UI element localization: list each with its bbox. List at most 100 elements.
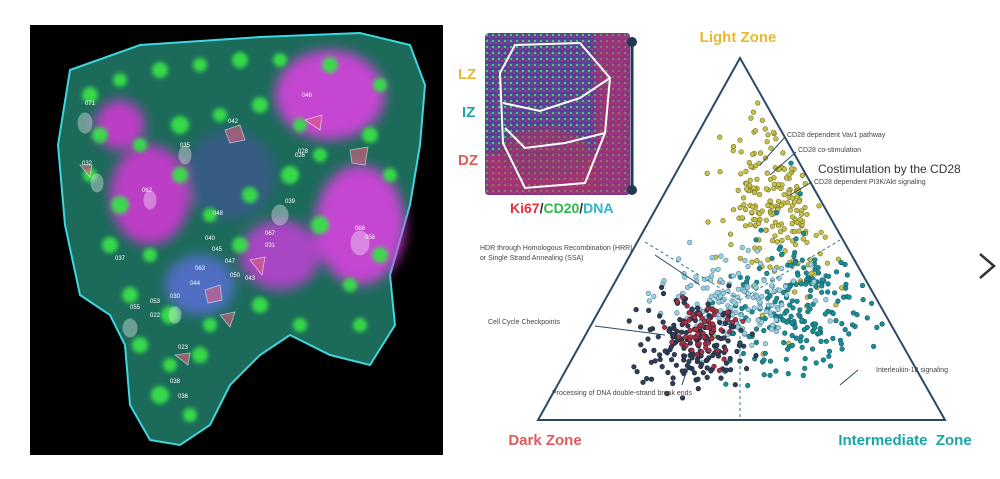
data-point (755, 100, 761, 106)
inset-label-lz: LZ (458, 66, 477, 83)
data-point (753, 353, 759, 359)
data-point (682, 319, 689, 326)
data-point (798, 211, 805, 217)
data-point (727, 367, 734, 373)
data-point (723, 360, 730, 366)
vertex-label-intermediate-zone: Intermediate Zone (838, 432, 971, 449)
data-point (818, 338, 824, 345)
data-point (745, 382, 751, 389)
data-point (706, 355, 712, 361)
data-point (833, 269, 840, 275)
data-point (780, 317, 787, 323)
data-point (706, 347, 712, 353)
data-point (838, 259, 844, 266)
data-point (761, 278, 767, 284)
data-point (734, 348, 740, 355)
data-point (745, 284, 751, 290)
data-point (684, 303, 690, 309)
data-point (801, 265, 807, 271)
data-point (716, 319, 723, 326)
annotation-cell-cycle: Cell Cycle Checkpoints (488, 319, 560, 326)
data-point (769, 326, 775, 332)
data-point (728, 242, 734, 248)
data-point (789, 221, 795, 227)
data-point (747, 222, 753, 228)
data-point (774, 295, 780, 301)
data-point (827, 363, 834, 369)
data-point (718, 327, 724, 333)
data-point (697, 322, 703, 329)
data-point (640, 379, 646, 385)
data-point (773, 210, 780, 216)
data-point (671, 322, 677, 328)
data-point (748, 115, 754, 121)
data-point (775, 306, 781, 313)
data-point (686, 317, 692, 323)
data-point (765, 202, 771, 208)
chevron-right-icon[interactable] (972, 248, 1000, 284)
data-point (779, 251, 785, 257)
data-point (717, 134, 723, 140)
data-point (796, 198, 802, 204)
data-point (751, 185, 757, 191)
data-point (757, 150, 764, 156)
stain-sep: / (539, 200, 544, 216)
data-point (676, 334, 682, 340)
data-point (730, 143, 737, 150)
data-point (673, 362, 680, 368)
data-point (846, 294, 852, 300)
data-point (710, 326, 717, 333)
data-point (735, 270, 742, 277)
data-point (800, 372, 806, 379)
data-point (638, 342, 644, 348)
data-point (670, 332, 677, 338)
data-point (792, 242, 799, 248)
data-point (764, 139, 770, 145)
data-point (695, 331, 701, 337)
data-point (827, 318, 833, 324)
data-point (751, 305, 757, 311)
data-point (799, 317, 805, 323)
data-point (802, 356, 808, 362)
data-point (813, 232, 819, 238)
data-point (791, 289, 798, 295)
data-point (742, 206, 749, 213)
data-point (762, 341, 769, 347)
data-point (763, 217, 769, 223)
data-point (775, 223, 782, 229)
data-point (819, 289, 825, 295)
data-point (711, 363, 717, 369)
vertex-label-dark-zone: Dark Zone (508, 432, 581, 449)
data-point (657, 356, 663, 363)
roi-label: 036 (178, 394, 189, 400)
data-point (746, 160, 752, 166)
data-point (753, 326, 760, 332)
data-point (749, 331, 755, 337)
data-point (773, 368, 779, 374)
data-point (784, 292, 790, 298)
data-point (779, 237, 785, 244)
annotation-vav1: CD28 dependent Vav1 pathway (787, 132, 886, 139)
data-point (817, 251, 823, 257)
annotation-hdr-2: or Single Strand Annealing (SSA) (480, 255, 584, 262)
data-point (846, 331, 852, 337)
data-point (802, 204, 808, 211)
data-point (789, 166, 795, 172)
data-point (723, 381, 729, 387)
data-point (738, 312, 744, 318)
data-point (771, 288, 777, 294)
data-point (830, 335, 836, 342)
data-point (662, 348, 668, 354)
data-point (822, 311, 828, 317)
data-point (679, 294, 686, 300)
data-point (826, 348, 833, 354)
annotation-hdr-1: HDR through Homologous Recombination (HR… (480, 245, 633, 252)
data-point (747, 177, 753, 183)
data-point (815, 265, 821, 271)
data-point (726, 329, 733, 335)
data-point (709, 255, 715, 261)
data-point (674, 310, 680, 316)
data-point (756, 211, 763, 217)
data-point (759, 312, 766, 318)
data-point (742, 223, 749, 229)
